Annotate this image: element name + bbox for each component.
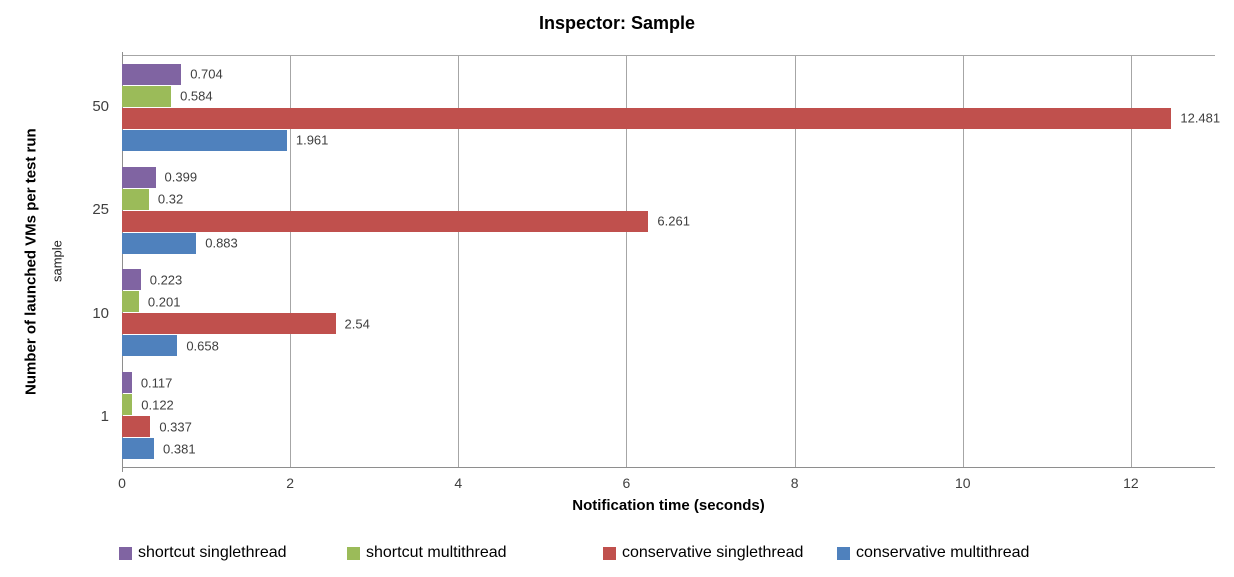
bar-shortcut-singlethread-25 [122, 166, 156, 188]
bar-row: 0.201 [122, 291, 1215, 313]
legend-entry-shortcut-singlethread: shortcut singlethread [119, 540, 287, 566]
bar-row: 0.381 [122, 438, 1215, 460]
y-category-label-25: 25 [92, 201, 109, 219]
x-axis-title: Notification time (seconds) [572, 497, 765, 514]
bar-value-label: 0.658 [186, 338, 219, 354]
x-tick-label-8: 8 [790, 475, 799, 491]
bar-value-label: 2.54 [344, 316, 370, 332]
bar-conservative-singlethread-50 [122, 107, 1172, 129]
bar-shortcut-multithread-50 [122, 85, 172, 107]
bar-value-label: 0.584 [180, 88, 213, 104]
bar-value-label: 6.261 [657, 213, 690, 229]
bar-value-label: 0.704 [190, 66, 223, 82]
x-tick-label-0: 0 [118, 475, 126, 491]
y-category-label-1: 1 [100, 407, 109, 425]
y-category-label-10: 10 [92, 304, 109, 322]
bar-row: 0.883 [122, 232, 1215, 254]
bar-value-label: 0.883 [205, 235, 238, 251]
chart-title: Inspector: Sample [538, 13, 696, 33]
bar-conservative-multithread-1 [122, 438, 155, 460]
bar-row: 0.658 [122, 335, 1215, 357]
bar-row: 12.481 [122, 107, 1220, 129]
bar-shortcut-multithread-10 [122, 291, 139, 313]
x-tick-label-4: 4 [454, 475, 463, 491]
bar-group-10: 0.223 0.201 2.54 0.658 [122, 262, 1215, 365]
gridline [794, 56, 796, 467]
bar-row: 0.117 [122, 372, 1215, 394]
category-axis-line [122, 52, 123, 472]
legend-swatch-icon [603, 546, 616, 560]
bar-row: 0.122 [122, 394, 1215, 416]
bar-row: 2.54 [122, 313, 1215, 335]
legend-entry-conservative-singlethread: conservative singlethread [603, 540, 803, 566]
x-tick-label-2: 2 [286, 475, 295, 491]
bar-row: 0.704 [122, 63, 1215, 85]
legend-entry-shortcut-multithread: shortcut multithread [347, 540, 507, 566]
gridline [626, 56, 628, 467]
bar-shortcut-singlethread-50 [122, 63, 182, 85]
bar-value-label: 0.223 [149, 272, 183, 288]
bar-row: 0.584 [122, 85, 1215, 107]
bar-value-label: 0.399 [164, 169, 198, 185]
bar-conservative-multithread-25 [122, 232, 197, 254]
legend-swatch-icon [347, 546, 360, 560]
bar-shortcut-singlethread-10 [122, 269, 141, 291]
bar-shortcut-multithread-25 [122, 188, 149, 210]
bar-conservative-singlethread-1 [122, 416, 151, 438]
y-category-label-50: 50 [92, 98, 109, 116]
gridline [962, 56, 964, 467]
gridline [290, 56, 292, 467]
bar-row: 0.399 [122, 166, 1215, 188]
legend-entry-conservative-multithread: conservative multithread [837, 540, 1029, 566]
gridline [1130, 56, 1132, 467]
bar-shortcut-singlethread-1 [122, 372, 132, 394]
x-tick-label-12: 12 [1123, 475, 1139, 491]
gridline [458, 56, 460, 467]
bar-group-1: 0.117 0.122 0.337 0.381 [122, 364, 1215, 467]
bar-value-label: 1.961 [295, 132, 329, 148]
bar-value-label: 0.117 [140, 375, 173, 391]
x-axis-tick-labels: 0 2 4 6 8 10 12 [118, 475, 1215, 493]
bar-row: 0.32 [122, 188, 1215, 210]
legend-swatch-icon [119, 546, 132, 560]
legend-label: conservative singlethread [622, 544, 804, 561]
bar-value-label: 0.32 [157, 191, 184, 207]
plot-area: 0.704 0.584 12.481 1.961 0.399 0.32 6.261 0.883… [122, 52, 1220, 472]
bar-row: 0.337 [122, 416, 1215, 438]
bar-conservative-multithread-10 [122, 335, 178, 357]
bar-group-50: 0.704 0.584 12.481 1.961 [122, 56, 1220, 159]
legend-label: shortcut multithread [366, 544, 507, 561]
bar-row: 0.223 [122, 269, 1215, 291]
bar-group-25: 0.399 0.32 6.261 0.883 [122, 159, 1215, 262]
bar-conservative-singlethread-10 [122, 313, 336, 335]
bar-conservative-singlethread-25 [122, 210, 649, 232]
x-tick-label-10: 10 [954, 475, 971, 491]
legend-label: shortcut singlethread [138, 544, 287, 561]
chart-legend: shortcut singlethread shortcut multithrea… [0, 540, 1234, 566]
bar-row: 6.261 [122, 210, 1215, 232]
legend-swatch-icon [837, 546, 850, 560]
bar-row: 1.961 [122, 129, 1215, 151]
bar-value-label: 12.481 [1180, 110, 1221, 126]
x-tick-label-6: 6 [622, 475, 631, 491]
y-axis-category-labels: 50 25 10 1 [0, 55, 109, 468]
bar-conservative-multithread-50 [122, 129, 287, 151]
bar-shortcut-multithread-1 [122, 394, 133, 416]
bar-value-label: 0.337 [159, 419, 192, 435]
bar-value-label: 0.201 [147, 294, 181, 310]
bar-value-label: 0.381 [163, 441, 196, 457]
bar-value-label: 0.122 [141, 397, 174, 413]
legend-label: conservative multithread [856, 544, 1030, 561]
